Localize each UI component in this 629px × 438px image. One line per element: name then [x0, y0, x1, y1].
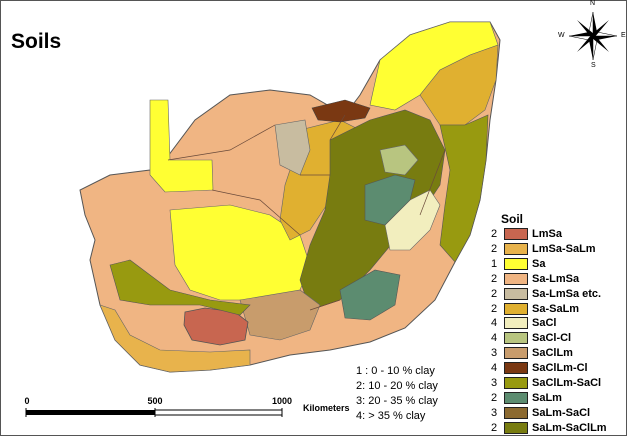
legend-clay-class: 4: [490, 362, 498, 375]
legend-swatch: [504, 317, 528, 330]
legend-label: Sa: [532, 257, 546, 270]
legend-label: Sa-LmSa: [532, 272, 580, 285]
clay-key: 1 : 0 - 10 % clay 2: 10 - 20 % clay 3: 2…: [356, 364, 438, 424]
legend-clay-class: 2: [490, 272, 498, 285]
scale-unit: Kilometers: [303, 403, 350, 413]
legend-swatch: [504, 242, 528, 255]
legend-row: 4 SaCl: [487, 316, 556, 330]
legend-swatch: [504, 421, 528, 434]
legend-swatch: [504, 391, 528, 404]
legend-swatch: [504, 302, 528, 315]
region-saclm-sacl-east: [439, 114, 489, 263]
compass-s: S: [591, 62, 596, 69]
region-lmsa-salm-west: [99, 304, 251, 373]
clay-key-line: 2: 10 - 20 % clay: [356, 380, 438, 392]
legend-clay-class: 4: [490, 317, 498, 330]
legend-row: 2 LmSa-SaLm: [487, 242, 596, 256]
legend-clay-class: 2: [490, 287, 498, 300]
legend-row: 2 Sa-SaLm: [487, 302, 579, 316]
region-salm-south: [339, 269, 401, 321]
region-lmsa: [183, 307, 249, 346]
legend-label: SaCl-Cl: [532, 332, 572, 345]
legend-clay-class: 3: [490, 347, 498, 360]
region-saclm-sacl-west: [109, 259, 251, 316]
scale-tick-label: 1000: [271, 396, 293, 406]
legend-swatch: [504, 377, 528, 389]
legend-swatch: [504, 287, 528, 300]
legend-clay-class: 2: [490, 421, 498, 434]
region-salm-east: [364, 174, 416, 226]
legend-clay-class: 3: [490, 406, 498, 419]
legend-row: 3 SaClLm-SaCl: [487, 376, 601, 390]
map-title: Soils: [11, 30, 62, 53]
legend-row: 2 SaLm-SaClLm: [487, 421, 607, 435]
region-sa-lmsa-etc: [274, 119, 311, 176]
legend-label: LmSa: [532, 228, 562, 240]
scale-tick-label: 500: [147, 396, 163, 406]
legend-clay-class: 2: [490, 242, 498, 255]
clay-key-line: 1 : 0 - 10 % clay: [356, 365, 435, 377]
province-boundaries: [167, 114, 446, 311]
legend-swatch: [504, 257, 528, 270]
legend-row: 2 Sa-LmSa etc.: [487, 287, 601, 301]
legend-label: SaLm-SaCl: [532, 406, 591, 419]
legend-row: 3 SaLm-SaCl: [487, 406, 590, 420]
legend-swatch: [504, 228, 528, 240]
compass-e: E: [621, 32, 626, 39]
region-sacl-cl: [379, 144, 419, 176]
legend-label: SaClLm: [532, 347, 573, 360]
legend-swatch: [504, 272, 528, 285]
compass-star-icon: [568, 11, 618, 61]
legend-swatch: [504, 347, 528, 360]
region-saclm-cl: [311, 99, 371, 123]
legend-label: Sa-LmSa etc.: [532, 287, 602, 300]
clay-key-line: 3: 20 - 35 % clay: [356, 395, 438, 407]
legend-row: 2 SaLm: [487, 391, 562, 405]
legend-row: 2 LmSa: [487, 227, 562, 241]
legend-row: 4 SaClLm-Cl: [487, 361, 588, 375]
legend-title: Soil: [501, 212, 524, 226]
legend-label: SaClLm-Cl: [532, 362, 588, 375]
legend-clay-class: 2: [490, 391, 498, 404]
scale-tick-label: 0: [24, 396, 30, 406]
legend-clay-class: 2: [490, 228, 498, 240]
legend-clay-class: 3: [490, 377, 498, 389]
legend-label: SaCl: [532, 317, 557, 330]
legend-label: Sa-SaLm: [532, 302, 580, 315]
legend-label: SaClLm-SaCl: [532, 377, 602, 389]
compass-rose: N S W E: [558, 0, 626, 69]
region-sa-west: [149, 99, 214, 193]
region-sacl: [384, 189, 441, 251]
scale-bar-graphic: [25, 408, 283, 417]
compass-w: W: [558, 32, 565, 39]
legend-clay-class: 2: [490, 302, 498, 315]
scale-bar: 0 500 1000 Kilometers: [20, 396, 400, 420]
legend-label: SaLm: [532, 391, 562, 404]
legend-row: 4 SaCl-Cl: [487, 331, 571, 345]
region-saclm-south: [239, 289, 321, 341]
legend-row: 3 SaClLm: [487, 346, 573, 360]
legend-clay-class: 1: [490, 257, 498, 270]
clay-key-line: 4: > 35 % clay: [356, 410, 426, 422]
legend-swatch: [504, 362, 528, 375]
legend-clay-class: 4: [490, 332, 498, 345]
compass-n: N: [590, 0, 596, 7]
legend-row: 1 Sa: [487, 257, 545, 271]
legend-row: 2 Sa-LmSa: [487, 272, 579, 286]
legend-label: LmSa-SaLm: [532, 242, 596, 255]
legend-label: SaLm-SaClLm: [532, 421, 607, 434]
legend-swatch: [504, 406, 528, 419]
legend-swatch: [504, 332, 528, 345]
